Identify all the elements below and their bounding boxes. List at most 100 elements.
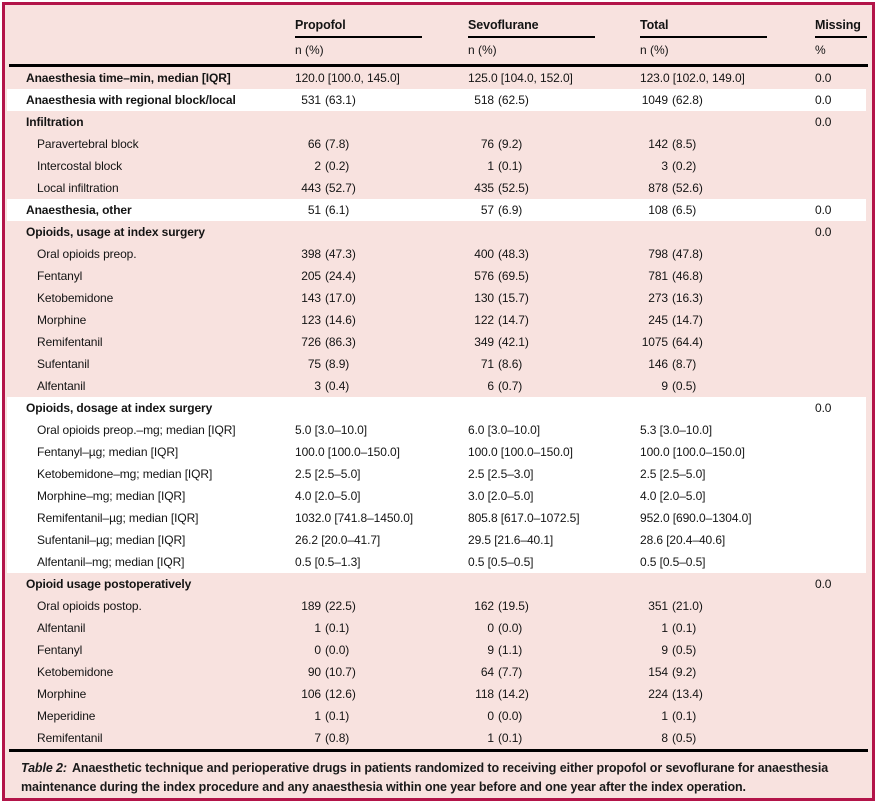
count: 205 [301, 269, 321, 283]
propofol-value: 1 (0.1) [295, 617, 468, 639]
count: 189 [301, 599, 321, 613]
total-value: 154 (9.2) [640, 661, 815, 683]
percentage: (8.5) [672, 137, 697, 151]
count: 0 [487, 709, 494, 723]
percentage: (46.8) [672, 269, 703, 283]
footer-rule [9, 749, 868, 752]
sevoflurane-value: 2.5 [2.5–3.0] [468, 463, 640, 485]
count: 142 [648, 137, 668, 151]
sevoflurane-value: 6.0 [3.0–10.0] [468, 419, 640, 441]
column-title: Missing [815, 18, 867, 38]
count: 66 [307, 137, 321, 151]
propofol-value: 7 (0.8) [295, 727, 468, 749]
propofol-value: 189 (22.5) [295, 595, 468, 617]
percentage: (16.3) [672, 291, 703, 305]
median-iqr: 0.5 [0.5–0.5] [640, 555, 706, 569]
caption-tag: Table 2: [21, 761, 67, 775]
total-value: 5.3 [3.0–10.0] [640, 419, 815, 441]
count: 781 [648, 269, 668, 283]
percentage: (24.4) [325, 269, 356, 283]
count: 130 [474, 291, 494, 305]
table-row: Ketobemidone 90 (10.7) 64 (7.7) 154 (9.2) [5, 661, 872, 683]
row-label: Alfentanil [37, 621, 86, 635]
percentage: (6.5) [672, 203, 697, 217]
propofol-value: 2 (0.2) [295, 155, 468, 177]
median-iqr: 6.0 [3.0–10.0] [468, 423, 540, 437]
count: 108 [648, 203, 668, 217]
total-value: 8 (0.5) [640, 727, 815, 749]
table-row: Intercostal block 2 (0.2) 1 (0.1) 3 (0.2) [5, 155, 872, 177]
row-label: Morphine [37, 313, 87, 327]
row-label: Infiltration [26, 115, 84, 129]
median-iqr: 120.0 [100.0, 145.0] [295, 71, 400, 85]
count: 118 [475, 687, 494, 701]
table-row: Morphine–mg; median [IQR] 4.0 [2.0–5.0] 3.… [5, 485, 872, 507]
percentage: (0.5) [672, 379, 697, 393]
percentage: (0.7) [498, 379, 523, 393]
propofol-value: 2.5 [2.5–5.0] [295, 463, 468, 485]
percentage: (0.0) [498, 621, 523, 635]
percentage: (13.4) [672, 687, 703, 701]
percentage: (52.5) [498, 181, 529, 195]
column-header-sevoflurane: Sevoflurane n (%) [468, 16, 640, 64]
count: 878 [648, 181, 668, 195]
row-label: Oral opioids preop.–mg; median [IQR] [37, 423, 236, 437]
table-row: Remifentanil–µg; median [IQR] 1032.0 [741… [5, 507, 872, 529]
table-row: Local infiltration 443 (52.7) 435 (52.5) 878 (… [5, 177, 872, 199]
median-iqr: 952.0 [690.0–1304.0] [640, 511, 752, 525]
row-label: Meperidine [37, 709, 96, 723]
total-value: 878 (52.6) [640, 177, 815, 199]
median-iqr: 5.0 [3.0–10.0] [295, 423, 367, 437]
column-title: Sevoflurane [468, 18, 595, 38]
sevoflurane-value: 805.8 [617.0–1072.5] [468, 507, 640, 529]
row-label: Ketobemidone [37, 665, 114, 679]
sevoflurane-value: 0 (0.0) [468, 617, 640, 639]
table-row: Ketobemidone–mg; median [IQR] 2.5 [2.5–5.… [5, 463, 872, 485]
count: 351 [648, 599, 668, 613]
row-label: Oral opioids preop. [37, 247, 137, 261]
percentage: (0.5) [672, 731, 697, 745]
count: 1 [487, 731, 494, 745]
table-row: Infiltration 0.0 [5, 111, 872, 133]
sevoflurane-value: 0.5 [0.5–0.5] [468, 551, 640, 573]
count: 1 [314, 621, 321, 635]
sevoflurane-value: 0 (0.0) [468, 705, 640, 727]
count: 1 [314, 709, 321, 723]
percentage: (15.7) [498, 291, 529, 305]
percentage: (0.0) [325, 643, 350, 657]
percentage: (0.1) [672, 709, 697, 723]
table-row: Alfentanil–mg; median [IQR] 0.5 [0.5–1.3]… [5, 551, 872, 573]
percentage: (0.2) [325, 159, 350, 173]
row-label: Sufentanil [37, 357, 90, 371]
total-value: 1075 (64.4) [640, 331, 815, 353]
propofol-value: 51 (6.1) [295, 199, 468, 221]
sevoflurane-value: 1 (0.1) [468, 155, 640, 177]
percentage: (69.5) [498, 269, 529, 283]
total-value: 108 (6.5) [640, 199, 815, 221]
table-row: Oral opioids postop. 189 (22.5) 162 (19.5) 35… [5, 595, 872, 617]
row-label: Anaesthesia with regional block/local [26, 93, 236, 107]
table-row: Morphine 123 (14.6) 122 (14.7) 245 (14.7) [5, 309, 872, 331]
table-row: Anaesthesia with regional block/local 531… [5, 89, 872, 111]
percentage: (47.8) [672, 247, 703, 261]
median-iqr: 28.6 [20.4–40.6] [640, 533, 726, 547]
table-row: Anaesthesia, other 51 (6.1) 57 (6.9) 108 (6.5)… [5, 199, 872, 221]
propofol-value: 531 (63.1) [295, 89, 468, 111]
percentage: (0.1) [672, 621, 697, 635]
table-row: Alfentanil 3 (0.4) 6 (0.7) 9 (0.5) [5, 375, 872, 397]
sevoflurane-value: 76 (9.2) [468, 133, 640, 155]
percentage: (7.8) [325, 137, 350, 151]
percentage: (0.4) [325, 379, 350, 393]
sevoflurane-value: 100.0 [100.0–150.0] [468, 441, 640, 463]
count: 2 [314, 159, 321, 173]
percentage: (22.5) [325, 599, 356, 613]
propofol-value: 3 (0.4) [295, 375, 468, 397]
percentage: (64.4) [672, 335, 703, 349]
sevoflurane-value: 29.5 [21.6–40.1] [468, 529, 640, 551]
propofol-value: 1 (0.1) [295, 705, 468, 727]
sevoflurane-value: 71 (8.6) [468, 353, 640, 375]
sevoflurane-value: 576 (69.5) [468, 265, 640, 287]
missing-value: 0.0 [815, 71, 832, 85]
percentage: (0.8) [325, 731, 350, 745]
table-row: Morphine 106 (12.6) 118 (14.2) 224 (13.4) [5, 683, 872, 705]
